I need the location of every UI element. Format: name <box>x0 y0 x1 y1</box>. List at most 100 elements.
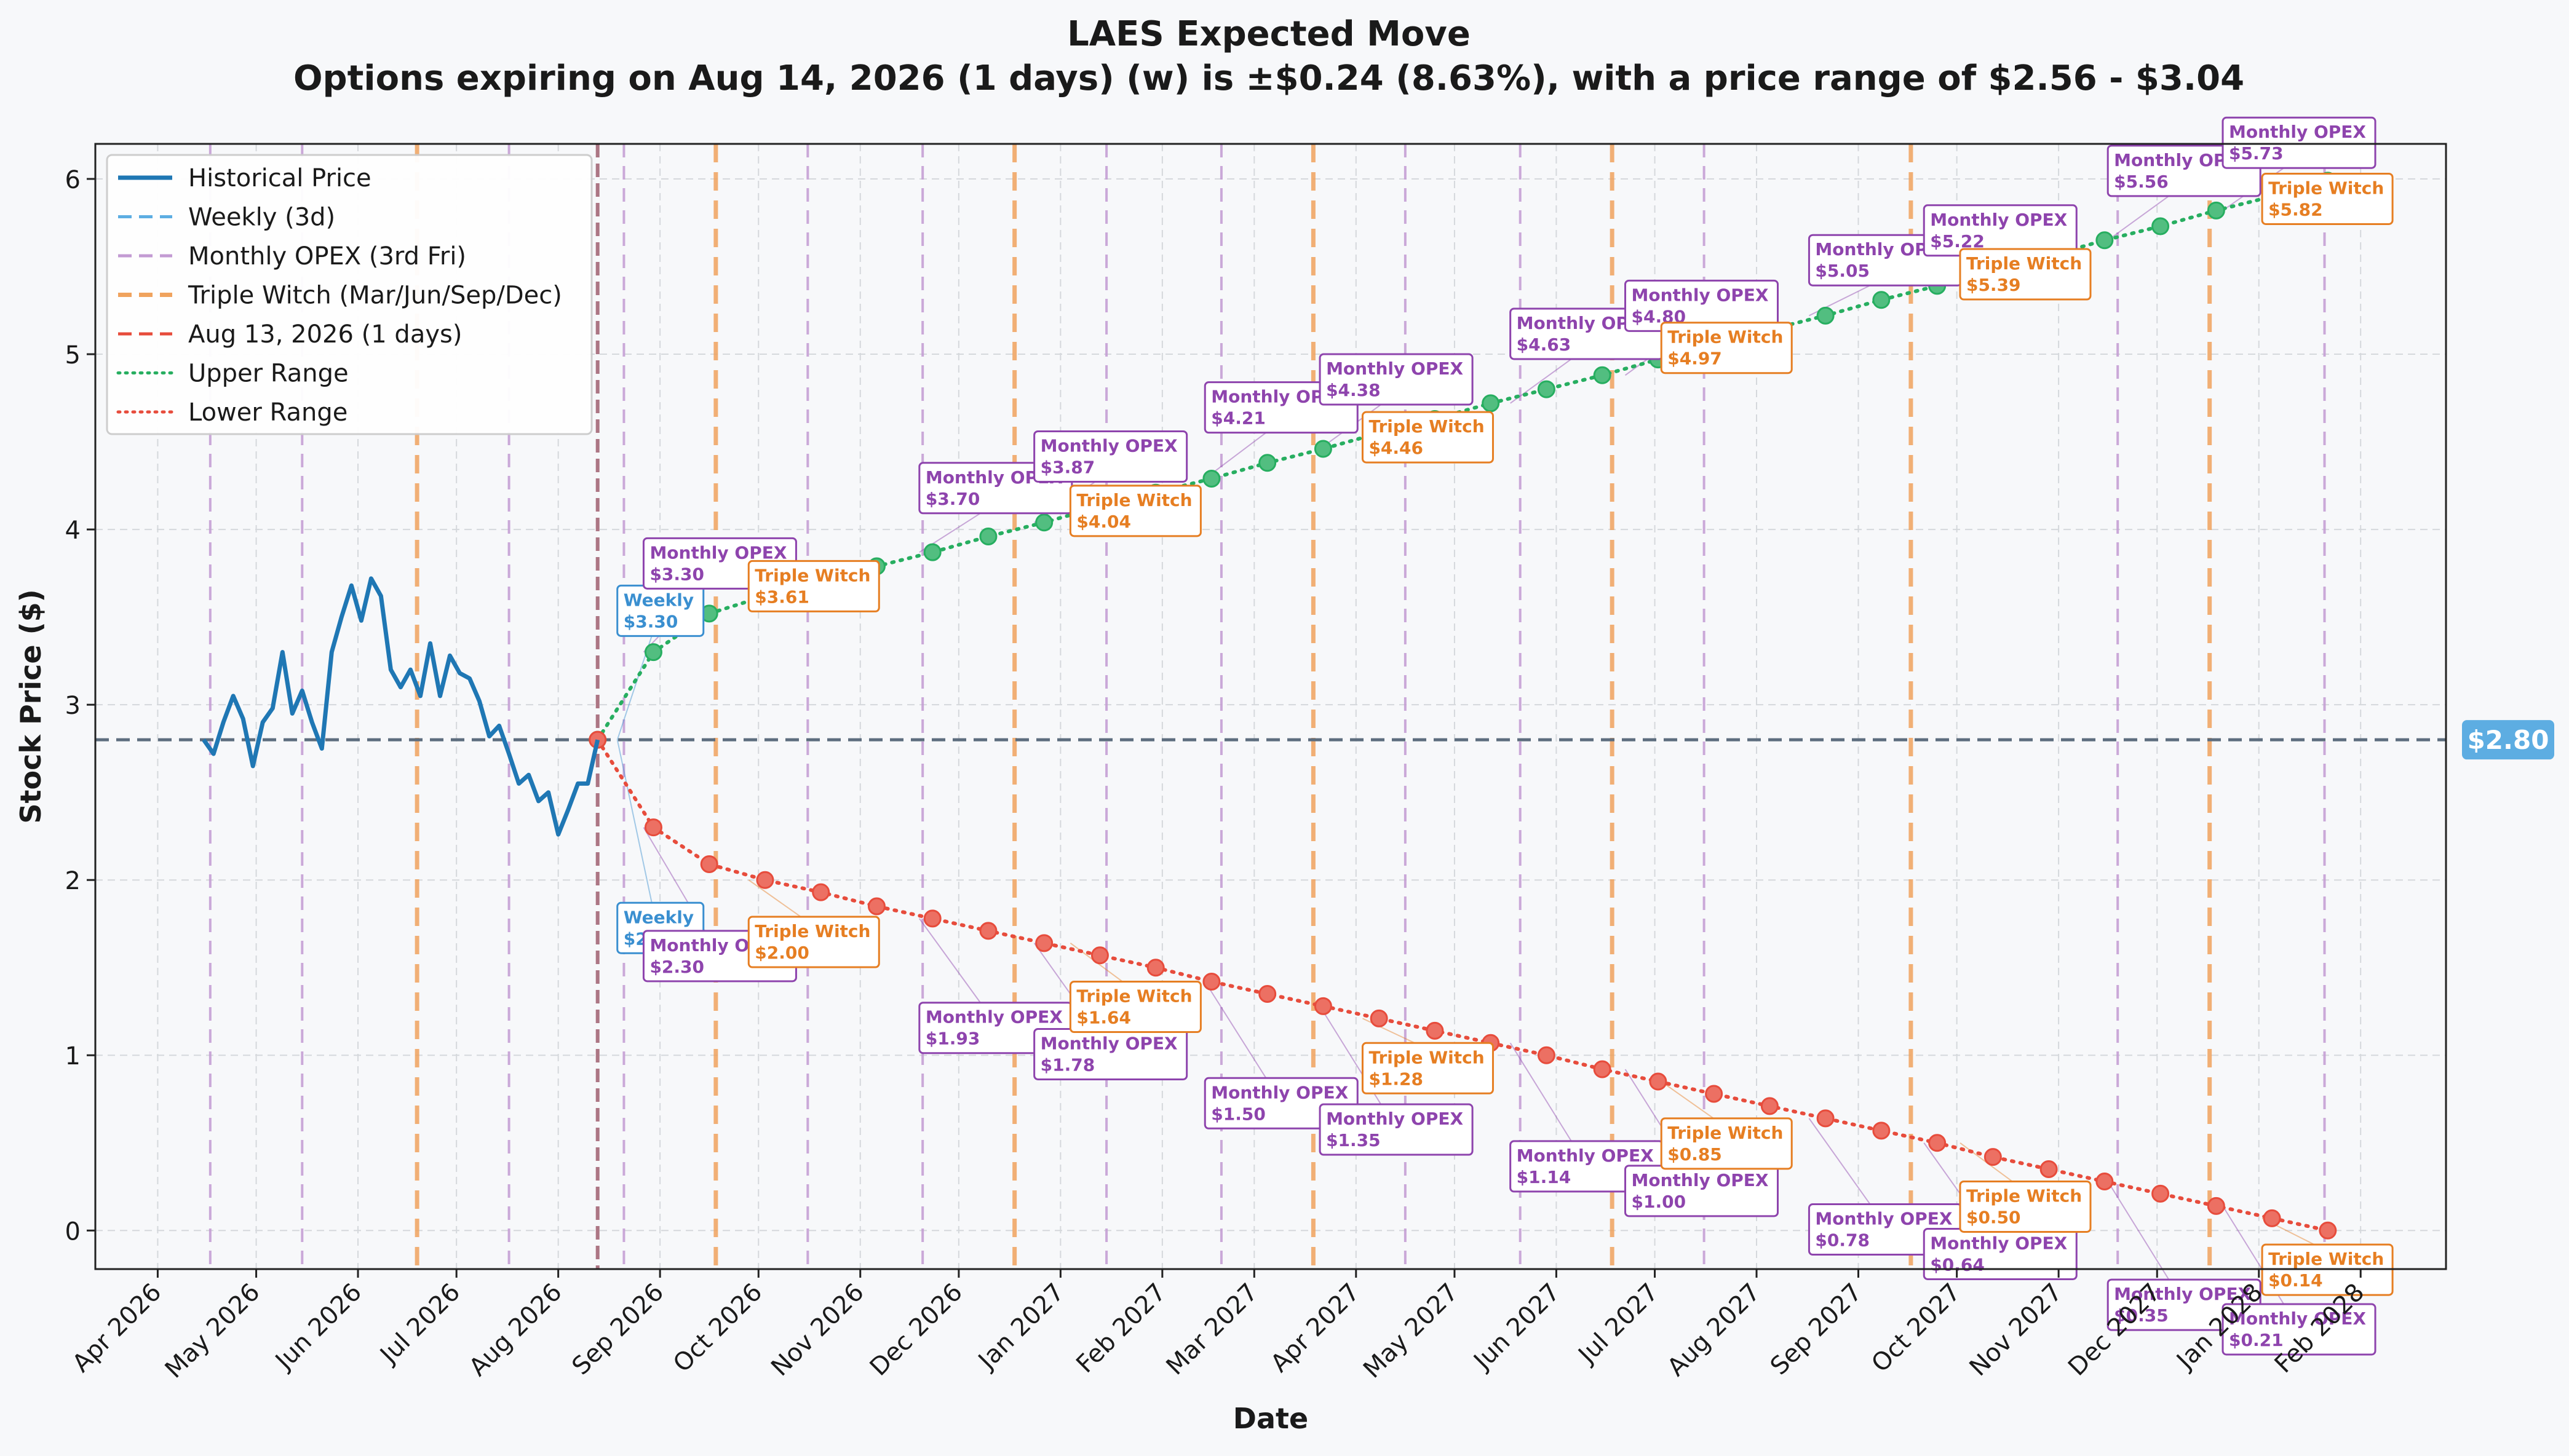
annotation-box <box>2222 116 2376 169</box>
annotation-leader <box>919 918 981 1003</box>
annotation-leader <box>1661 1081 1714 1119</box>
annotation-label: Monthly OPEX <box>926 1007 1063 1027</box>
annotation-label: Monthly OPEX <box>1815 1209 1952 1229</box>
annotation-label: Weekly <box>624 590 694 610</box>
annotation-label: Monthly OPEX <box>1211 1082 1348 1102</box>
annotation-label: Triple Witch <box>1076 986 1192 1007</box>
annotation-value: $5.39 <box>1966 275 2021 295</box>
annotation-label: Monthly OPEX <box>2114 1284 2251 1304</box>
annotation-value: $2.30 <box>649 957 704 977</box>
annotation-label: Triple Witch <box>2268 1249 2384 1269</box>
x-tick-label: Jun 2026 <box>269 1278 367 1377</box>
annotation-box <box>1033 430 1188 483</box>
annotation-value: $2.00 <box>755 943 809 963</box>
x-axis-label: Date <box>1233 1402 1308 1435</box>
lower-range-point <box>923 909 942 928</box>
annotation-leader <box>616 739 653 903</box>
upper-range-point <box>1035 513 1054 532</box>
annotation-value: $4.97 <box>1667 349 1722 369</box>
annotation-label: Monthly OPEX <box>1517 1145 1654 1166</box>
upper-range-point <box>923 543 942 561</box>
annotation-label: Monthly OPEX <box>1041 435 1178 456</box>
lower-range-line <box>595 738 2330 1233</box>
x-tick-label: Sep 2026 <box>566 1278 669 1381</box>
annotation-value: $1.64 <box>1076 1008 1131 1028</box>
annotation-value: $0.78 <box>1815 1230 1870 1251</box>
lower-range-point <box>1983 1148 2002 1166</box>
lower-range-point <box>756 871 774 889</box>
upper-range-point <box>1482 394 1500 413</box>
annotation-value: $1.00 <box>1632 1192 1686 1212</box>
lower-range-point <box>1872 1122 1891 1140</box>
annotation-leader <box>1510 358 1572 404</box>
annotation-value: $4.46 <box>1368 438 1423 458</box>
x-tick-label: Apr 2026 <box>67 1278 167 1378</box>
annotation-value: $1.50 <box>1211 1104 1266 1124</box>
upper-range-point <box>1258 454 1277 472</box>
lower-range-point <box>1202 973 1221 991</box>
lower-range-point <box>1593 1060 1611 1078</box>
chart-title: LAES Expected Move <box>1067 14 1471 54</box>
upper-range-point <box>644 643 662 662</box>
annotation-label: Triple Witch <box>755 921 870 941</box>
annotation-value: $0.14 <box>2268 1270 2323 1291</box>
annotation-value: $1.28 <box>1368 1069 1423 1089</box>
y-tick-label: 3 <box>65 692 81 720</box>
lower-range-point <box>867 897 886 916</box>
upper-range-point <box>979 528 998 546</box>
annotation-value: $4.63 <box>1517 334 1571 355</box>
annotation-value: $1.14 <box>1517 1167 1571 1187</box>
annotation-value: $1.35 <box>1326 1130 1381 1150</box>
annotation-value: $3.61 <box>755 587 809 607</box>
annotation-label: Monthly OPEX <box>1326 1109 1463 1129</box>
annotation-label: Triple Witch <box>1368 416 1484 437</box>
lower-range-point <box>1258 984 1277 1003</box>
lower-range-point <box>1649 1072 1667 1091</box>
annotation-label: Monthly OPEX <box>1632 1170 1769 1190</box>
annotation-value: $0.35 <box>2114 1305 2169 1326</box>
x-tick-label: Dec 2026 <box>865 1278 968 1382</box>
x-tick-label: Nov 2026 <box>766 1278 870 1382</box>
lower-range-point <box>700 855 718 874</box>
annotation-label: Triple Witch <box>1966 253 2082 274</box>
legend-label: Monthly OPEX (3rd Fri) <box>188 242 466 271</box>
x-tick-label: Jul 2026 <box>373 1278 466 1371</box>
annotation-box <box>2222 1303 2376 1356</box>
lower-range-point <box>979 922 998 940</box>
upper-range-point <box>1872 291 1891 309</box>
y-tick-label: 5 <box>65 341 81 370</box>
y-axis-label: Stock Price ($) <box>14 589 47 823</box>
annotation-box <box>1959 248 2092 301</box>
x-tick-label: Oct 2027 <box>1866 1278 1966 1378</box>
legend-label: Lower Range <box>188 398 347 427</box>
annotation-value: $3.70 <box>926 489 980 509</box>
annotation-value: $5.56 <box>2114 172 2169 192</box>
upper-range-point <box>1202 469 1221 488</box>
annotation-label: Monthly OPEX <box>649 542 787 563</box>
annotation-value: $5.05 <box>1815 261 1870 281</box>
annotation-label: Triple Witch <box>2268 178 2384 198</box>
annotation-value: $4.04 <box>1076 512 1131 532</box>
lower-range-point <box>644 818 662 837</box>
annotation-value: $1.78 <box>1041 1054 1095 1075</box>
lower-range-point <box>812 883 830 901</box>
annotation-label: Triple Witch <box>1667 1123 1783 1143</box>
annotation-box <box>1959 1180 2092 1233</box>
current-price-label: $2.80 <box>2468 725 2549 755</box>
lower-range-point <box>1035 934 1054 952</box>
x-tick-label: Jul 2027 <box>1572 1278 1664 1371</box>
annotation-box <box>1069 485 1202 537</box>
x-tick-label: Aug 2027 <box>1662 1278 1766 1382</box>
annotation-box <box>1660 322 1793 374</box>
plot-frame <box>94 143 2447 1270</box>
annotation-value: $1.93 <box>926 1029 980 1049</box>
historical-price-line <box>202 576 600 837</box>
legend-label: Historical Price <box>188 164 371 192</box>
upper-range-point <box>1314 440 1332 458</box>
annotation-value: $0.21 <box>2229 1330 2284 1350</box>
annotation-box <box>1069 981 1202 1034</box>
annotation-value: $4.21 <box>1211 408 1266 429</box>
annotation-label: Triple Witch <box>1076 490 1192 510</box>
annotation-leader <box>1509 1042 1572 1142</box>
